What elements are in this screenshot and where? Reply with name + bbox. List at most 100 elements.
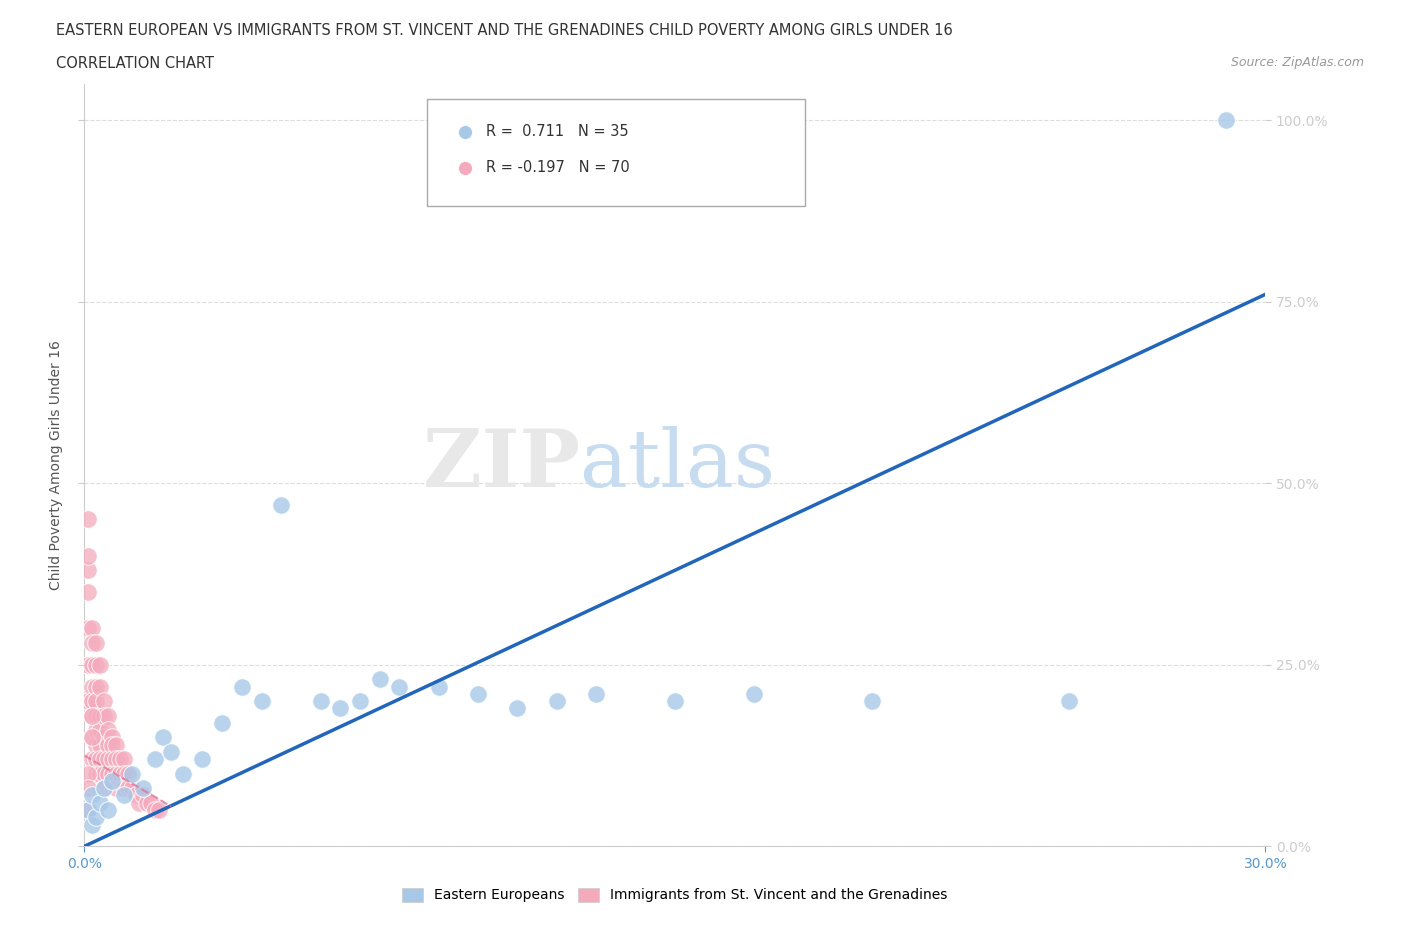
Point <box>77 658 100 672</box>
Point <box>349 694 371 709</box>
Point <box>77 512 100 527</box>
Point <box>388 679 411 694</box>
Point <box>309 694 332 709</box>
Point <box>250 694 273 709</box>
Point <box>172 766 194 781</box>
Point <box>211 715 233 730</box>
Text: ZIP: ZIP <box>423 426 581 504</box>
Legend: Eastern Europeans, Immigrants from St. Vincent and the Grenadines: Eastern Europeans, Immigrants from St. V… <box>396 882 953 908</box>
Point <box>270 498 292 512</box>
Point <box>112 788 135 803</box>
Point <box>742 686 765 701</box>
Point <box>84 751 107 766</box>
Point <box>77 694 100 709</box>
Point <box>82 621 104 636</box>
Point <box>152 730 174 745</box>
Text: atlas: atlas <box>581 426 776 504</box>
Text: R =  0.711   N = 35: R = 0.711 N = 35 <box>486 125 628 140</box>
Point <box>77 803 100 817</box>
Point <box>89 658 111 672</box>
Point <box>143 751 166 766</box>
Point <box>84 723 107 737</box>
Point <box>860 694 883 709</box>
Point <box>97 737 120 752</box>
Point <box>89 708 111 723</box>
Point <box>84 679 107 694</box>
Point <box>93 730 115 745</box>
Point <box>104 766 127 781</box>
FancyBboxPatch shape <box>427 99 804 206</box>
Point <box>82 694 104 709</box>
Point <box>101 751 124 766</box>
Point <box>104 737 127 752</box>
Point <box>141 795 163 810</box>
Point <box>82 708 104 723</box>
Y-axis label: Child Poverty Among Girls Under 16: Child Poverty Among Girls Under 16 <box>49 340 63 590</box>
Point <box>89 723 111 737</box>
Text: R = -0.197   N = 70: R = -0.197 N = 70 <box>486 160 630 175</box>
Point <box>108 766 131 781</box>
Point <box>97 751 120 766</box>
Point <box>84 737 107 752</box>
Point <box>82 658 104 672</box>
Point <box>143 803 166 817</box>
Point <box>93 766 115 781</box>
Point <box>136 795 159 810</box>
Point <box>112 781 135 796</box>
Point <box>1215 113 1237 127</box>
Point <box>89 766 111 781</box>
Point <box>82 635 104 650</box>
Point <box>121 766 143 781</box>
Point <box>93 751 115 766</box>
Point <box>77 766 100 781</box>
Point <box>77 803 100 817</box>
Point <box>148 803 170 817</box>
Point <box>84 708 107 723</box>
Point <box>117 766 139 781</box>
Point <box>77 621 100 636</box>
Point <box>121 781 143 796</box>
Point <box>84 635 107 650</box>
Point <box>1341 158 1364 173</box>
Point <box>82 679 104 694</box>
Point <box>97 723 120 737</box>
Point <box>84 694 107 709</box>
Point <box>82 730 104 745</box>
Point <box>124 788 146 803</box>
Point <box>128 795 150 810</box>
Point <box>467 686 489 701</box>
Point <box>191 751 214 766</box>
Point <box>77 549 100 564</box>
Point <box>1057 694 1080 709</box>
Point <box>117 781 139 796</box>
Point <box>160 744 183 759</box>
Point <box>93 781 115 796</box>
Point <box>93 694 115 709</box>
Point <box>427 679 450 694</box>
Point <box>132 781 155 796</box>
Point <box>82 730 104 745</box>
Point <box>77 563 100 578</box>
Point <box>84 766 107 781</box>
Point <box>104 781 127 796</box>
Point <box>368 671 391 686</box>
Point <box>101 730 124 745</box>
Point <box>104 751 127 766</box>
Text: EASTERN EUROPEAN VS IMMIGRANTS FROM ST. VINCENT AND THE GRENADINES CHILD POVERTY: EASTERN EUROPEAN VS IMMIGRANTS FROM ST. … <box>56 23 953 38</box>
Point <box>112 751 135 766</box>
Text: Source: ZipAtlas.com: Source: ZipAtlas.com <box>1230 56 1364 69</box>
Point <box>82 788 104 803</box>
Point <box>231 679 253 694</box>
Point <box>77 585 100 600</box>
Point <box>101 737 124 752</box>
Point <box>546 694 568 709</box>
Text: CORRELATION CHART: CORRELATION CHART <box>56 56 214 71</box>
Point <box>97 708 120 723</box>
Point <box>101 774 124 789</box>
Point <box>132 788 155 803</box>
Point <box>93 708 115 723</box>
Point <box>101 766 124 781</box>
Point <box>108 751 131 766</box>
Point <box>82 751 104 766</box>
Point <box>329 701 352 716</box>
